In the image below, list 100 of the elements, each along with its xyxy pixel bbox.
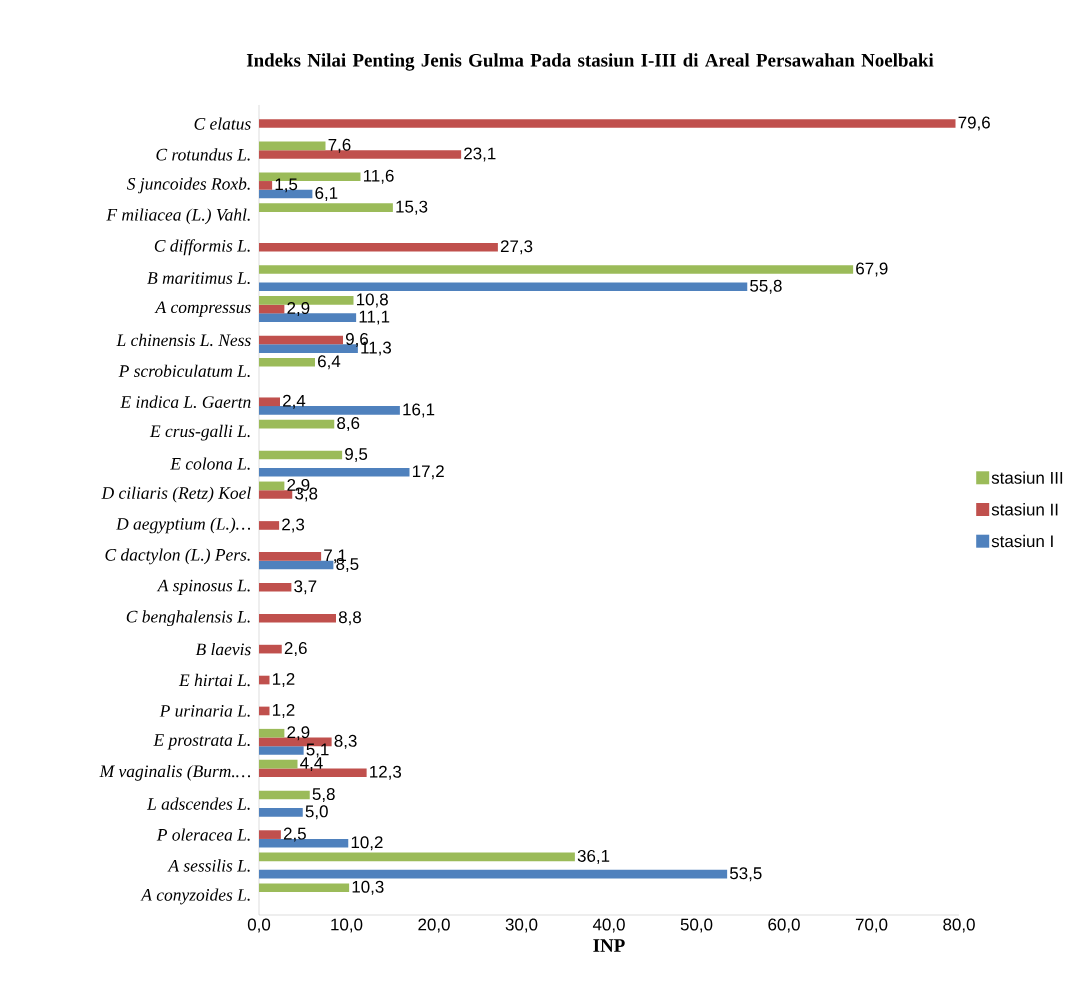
y-tick-label: M vaginalis (Burm.…: [99, 764, 251, 781]
y-tick-label: B maritimus L.: [147, 272, 250, 285]
y-tick-label: E indica L. Gaertn: [120, 395, 251, 408]
data-label: 15,3: [396, 200, 428, 215]
y-tick-label: S juncoides Roxb.: [127, 177, 250, 194]
bar: [259, 481, 285, 491]
y-tick-label: C difformis L.: [154, 239, 250, 256]
bar: [259, 644, 282, 654]
data-label: 9,5: [345, 447, 368, 462]
data-label: 12,3: [370, 765, 402, 780]
bar: [259, 852, 575, 862]
data-label: 2,4: [283, 394, 306, 409]
data-label: 5,0: [305, 805, 328, 820]
y-tick-label: C dactylon (L.) Pers.: [105, 548, 250, 565]
y-tick-label: A sessilis L.: [167, 859, 250, 872]
data-label: 6,4: [318, 355, 341, 370]
data-label: 17,2: [412, 465, 444, 480]
data-label: 10,8: [356, 293, 388, 308]
data-label: 1,2: [272, 673, 295, 688]
y-tick-label: L adscendes L.: [146, 797, 250, 810]
bar: [259, 450, 343, 460]
data-label: 79,6: [958, 116, 990, 131]
bar: [259, 552, 322, 561]
data-label: 2,6: [284, 642, 307, 657]
x-tick-label: 20,0: [418, 918, 450, 933]
data-label: 67,9: [856, 262, 888, 277]
y-tick-label: D ciliaris (Retz) Koel: [101, 486, 251, 503]
data-label: 5,1: [306, 743, 329, 758]
y-tick-label: E colona L.: [170, 457, 250, 470]
data-label: 6,1: [315, 187, 338, 202]
bar: [259, 706, 270, 716]
data-label: 36,1: [577, 849, 610, 864]
x-tick-label: 60,0: [768, 918, 800, 933]
y-tick-label: P scrobiculatum L.: [118, 364, 250, 378]
x-tick-label: 50,0: [680, 918, 713, 933]
data-label: 10,2: [351, 836, 383, 851]
bar: [259, 203, 393, 212]
bar: [259, 746, 304, 755]
bar: [259, 869, 728, 879]
y-tick-label: C rotundus L.: [156, 148, 250, 161]
legend-label: stasiun III: [991, 471, 1063, 484]
bar: [259, 419, 335, 429]
y-tick-label: D aegyptium (L.)…: [115, 517, 251, 534]
data-label: 11,1: [359, 310, 390, 325]
legend-label: stasiun I: [991, 534, 1053, 548]
bar: [259, 728, 285, 738]
bar: [259, 282, 748, 292]
data-label: 8,6: [337, 417, 360, 432]
bar: [259, 397, 280, 407]
bar: [259, 335, 343, 345]
data-label: 53,5: [730, 867, 762, 882]
x-tick-label: 0,0: [247, 918, 271, 933]
bar: [259, 265, 854, 274]
data-label: 7,6: [328, 138, 351, 153]
bar: [259, 675, 270, 685]
y-tick-label: A conyzoides L.: [140, 888, 250, 905]
bar: [259, 883, 350, 893]
bar: [259, 808, 303, 817]
data-label: 27,3: [500, 240, 533, 255]
y-tick-label: A compressus: [154, 301, 251, 317]
x-axis-title: INP: [593, 939, 625, 952]
bar: [259, 357, 315, 367]
x-tick-label: 40,0: [592, 918, 625, 933]
y-tick-label: P oleracea L.: [156, 828, 250, 841]
data-label: 4,4: [300, 757, 323, 772]
y-tick-label: F miliacea (L.) Vahl.: [106, 208, 250, 225]
data-label: 5,8: [312, 788, 335, 803]
chart-title: Indeks Nilai Penting Jenis Gulma Pada stasiun I-III di Areal Persawahan Noelbaki: [246, 53, 934, 71]
y-tick-label: B laevis: [195, 642, 251, 656]
y-tick-label: E crus-galli L.: [149, 424, 250, 441]
bar: [259, 759, 298, 769]
bar: [259, 830, 281, 839]
x-tick-label: 30,0: [505, 918, 538, 933]
data-label: 8,3: [334, 734, 357, 749]
data-label: 8,8: [338, 611, 362, 626]
bar: [259, 582, 292, 592]
y-tick-label: E hirtai L.: [178, 673, 250, 687]
data-label: 2,5: [283, 827, 306, 842]
y-tick-label: A spinosus L.: [156, 579, 250, 595]
bar: [259, 141, 326, 151]
data-label: 1,2: [272, 703, 295, 718]
bar: [259, 467, 410, 477]
bar: [259, 242, 498, 252]
bar: [259, 790, 310, 800]
y-tick-label: C benghalensis L.: [126, 610, 250, 627]
bar: [259, 304, 285, 314]
data-label: 11,6: [363, 169, 394, 184]
data-label: 23,1: [464, 147, 496, 162]
x-tick-label: 10,0: [331, 918, 363, 933]
y-tick-label: C elatus: [194, 117, 251, 130]
y-tick-label: P urinaria L.: [159, 705, 250, 717]
bar: [259, 613, 336, 623]
data-label: 55,8: [750, 279, 782, 294]
data-label: 1,5: [275, 178, 298, 193]
data-label: 2,9: [287, 302, 310, 317]
data-label: 2,9: [287, 726, 310, 741]
legend-label: stasiun II: [991, 503, 1058, 516]
bar: [259, 521, 280, 530]
y-tick-label: L chinensis L. Ness: [116, 333, 251, 347]
data-label: 3,7: [294, 580, 317, 595]
